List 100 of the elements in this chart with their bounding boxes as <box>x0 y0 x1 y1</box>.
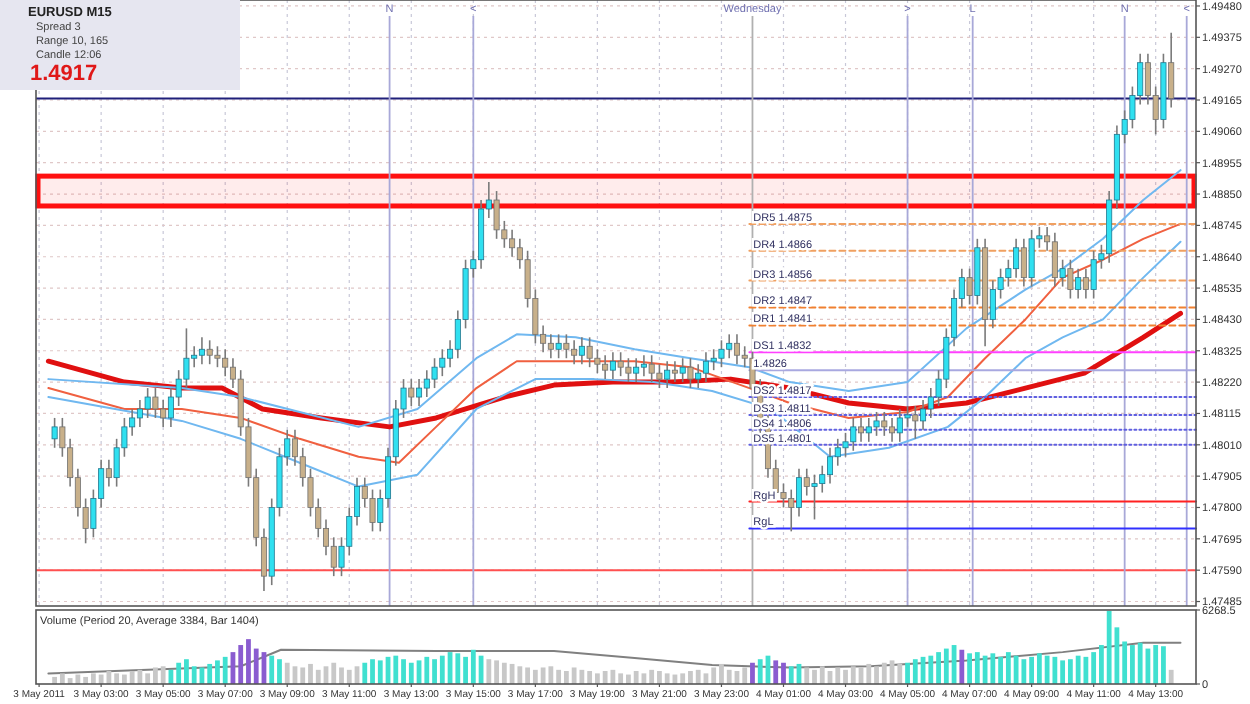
bar <box>455 653 461 684</box>
bar <box>393 655 399 684</box>
candlestick <box>1020 238 1027 288</box>
bar <box>773 660 779 684</box>
bar <box>1083 656 1089 684</box>
bar <box>1044 655 1050 684</box>
bar <box>633 671 639 684</box>
candlestick <box>656 363 663 389</box>
candlestick <box>687 357 694 389</box>
bar <box>215 660 220 684</box>
bar <box>432 659 437 684</box>
bar <box>470 649 476 684</box>
candlestick <box>1013 238 1020 279</box>
bar <box>688 671 693 684</box>
candlestick <box>136 399 143 428</box>
candlestick <box>423 369 430 398</box>
candlestick <box>881 411 888 437</box>
candlestick <box>144 387 151 419</box>
line-series <box>47 169 1182 428</box>
candlestick <box>873 411 880 437</box>
bar <box>602 671 608 684</box>
bar <box>277 659 282 684</box>
candlestick <box>105 458 112 488</box>
bar <box>781 662 786 684</box>
bar <box>331 662 337 684</box>
bar <box>610 669 616 684</box>
bar <box>145 673 151 684</box>
bar <box>377 660 383 684</box>
bar <box>129 671 135 684</box>
candlestick <box>1168 32 1175 109</box>
bar <box>750 662 755 684</box>
bar <box>943 648 949 684</box>
bar <box>517 666 523 684</box>
bar <box>711 667 717 684</box>
bar <box>819 666 825 684</box>
candlestick <box>966 267 973 306</box>
candlestick <box>206 339 213 365</box>
bar <box>1168 669 1174 684</box>
bar <box>284 662 290 684</box>
candlestick <box>633 357 640 383</box>
candlestick <box>416 378 423 407</box>
candlestick <box>1067 258 1074 300</box>
bar <box>1161 646 1166 684</box>
candlestick <box>571 339 578 365</box>
bar <box>106 671 112 684</box>
bar <box>362 662 368 684</box>
bar <box>657 671 662 684</box>
candlestick <box>803 467 810 497</box>
bar <box>850 666 856 684</box>
candlestick <box>733 333 740 365</box>
bar <box>90 673 96 684</box>
bar <box>587 671 593 684</box>
candlestick <box>865 417 872 443</box>
bar <box>548 666 554 684</box>
bar <box>160 666 166 684</box>
bar <box>928 655 934 684</box>
bar <box>494 660 499 684</box>
bar <box>339 667 344 684</box>
candlestick <box>850 417 857 452</box>
bar <box>579 669 585 684</box>
candlestick <box>431 357 438 389</box>
bar <box>835 667 841 684</box>
bar <box>897 663 903 684</box>
candlestick <box>795 467 802 518</box>
bar <box>664 673 670 684</box>
candlestick <box>594 348 601 374</box>
bar <box>936 652 941 684</box>
bar <box>618 673 624 684</box>
bar <box>207 663 213 684</box>
candlestick <box>1028 229 1035 288</box>
bar <box>1106 610 1112 684</box>
bar <box>370 659 375 684</box>
bar <box>881 662 887 684</box>
bar <box>571 667 577 684</box>
bar <box>1091 652 1097 684</box>
candlestick <box>439 348 446 377</box>
bar <box>315 669 321 684</box>
bar <box>757 659 763 684</box>
bar <box>719 663 724 684</box>
bar <box>680 673 686 684</box>
candlestick <box>586 336 593 368</box>
candlestick <box>330 536 337 577</box>
bar <box>1067 659 1073 684</box>
candlestick <box>702 351 709 383</box>
bar <box>804 667 810 684</box>
bar <box>959 649 965 684</box>
candlestick <box>625 357 632 383</box>
bar <box>912 659 918 684</box>
candlestick <box>578 336 585 365</box>
candlestick <box>1051 232 1058 288</box>
bar <box>439 655 445 684</box>
bar <box>463 656 468 684</box>
bar <box>905 662 910 684</box>
candlestick <box>493 190 500 240</box>
candlestick <box>648 354 655 383</box>
candlestick <box>788 488 795 533</box>
candlestick <box>664 360 671 389</box>
bar <box>114 673 120 684</box>
bar <box>1060 660 1066 684</box>
bar <box>726 669 732 684</box>
